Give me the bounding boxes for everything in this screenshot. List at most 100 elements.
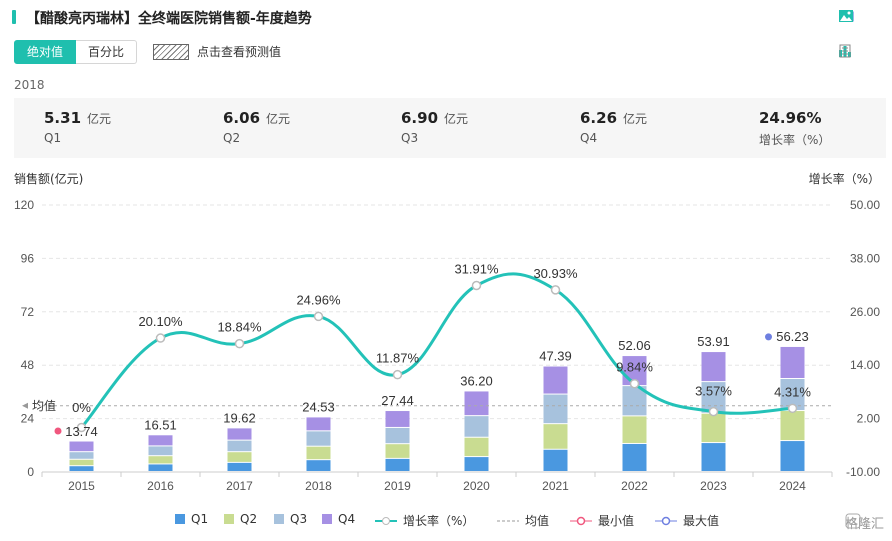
bar-q2 bbox=[306, 446, 331, 460]
bar-q3 bbox=[69, 452, 94, 459]
growth-point bbox=[234, 338, 245, 349]
growth-point bbox=[708, 406, 719, 417]
table-icon[interactable] bbox=[839, 44, 878, 60]
growth-label: 4.31% bbox=[774, 384, 811, 399]
left-tick-label: 72 bbox=[21, 305, 35, 319]
image-icon[interactable] bbox=[839, 8, 880, 24]
bar-q1 bbox=[780, 441, 805, 471]
right-tick-label: 38.00 bbox=[850, 251, 880, 265]
legend-mean-swatch bbox=[497, 516, 519, 526]
bar-q1 bbox=[543, 449, 568, 471]
bar-q4 bbox=[306, 417, 331, 431]
total-label: 56.23 bbox=[776, 329, 809, 344]
tab-percentage[interactable]: 百分比 bbox=[76, 40, 138, 64]
summary-q4-value: 6.26 bbox=[580, 109, 618, 127]
total-label: 16.51 bbox=[144, 417, 177, 432]
summary-q2-value: 6.06 bbox=[223, 109, 261, 127]
bar-q2 bbox=[148, 456, 173, 464]
right-axis-title: 增长率（%） bbox=[808, 172, 880, 186]
legend-min-label: 最小值 bbox=[598, 514, 635, 528]
legend-max[interactable]: 最大值 bbox=[655, 512, 719, 529]
x-tick-label: 2018 bbox=[305, 479, 332, 493]
x-tick-label: 2020 bbox=[463, 479, 490, 493]
forecast-toggle[interactable]: 点击查看预测值 bbox=[153, 43, 281, 60]
growth-label: 30.93% bbox=[533, 266, 578, 281]
left-tick-label: 96 bbox=[21, 251, 35, 265]
bar-q2 bbox=[780, 411, 805, 441]
legend-mean[interactable]: 均值 bbox=[497, 512, 549, 529]
bar-q2 bbox=[622, 416, 647, 443]
total-label: 19.62 bbox=[223, 410, 256, 425]
legend-growth-swatch bbox=[375, 516, 397, 526]
legend-q3[interactable]: Q3 bbox=[274, 512, 307, 526]
growth-point bbox=[155, 333, 166, 343]
bar-q4 bbox=[464, 391, 489, 416]
summary-q3-label: Q3 bbox=[401, 131, 419, 145]
bar-q4 bbox=[543, 366, 568, 394]
legend-q4-label: Q4 bbox=[338, 512, 356, 526]
x-tick-label: 2019 bbox=[384, 479, 411, 493]
legend-q3-swatch bbox=[274, 514, 284, 524]
total-label: 24.53 bbox=[302, 399, 335, 414]
bar-q2 bbox=[227, 452, 252, 462]
bar-q1 bbox=[464, 457, 489, 471]
watermark-logo-icon: G bbox=[845, 513, 861, 529]
bar-q3 bbox=[306, 431, 331, 446]
bar-q3 bbox=[148, 446, 173, 456]
legend-growth[interactable]: 增长率（%） bbox=[375, 512, 474, 529]
left-tick-label: 48 bbox=[21, 358, 35, 372]
summary-q1-value: 5.31 bbox=[44, 109, 82, 127]
legend-min[interactable]: 最小值 bbox=[570, 512, 634, 529]
bar-q1 bbox=[148, 464, 173, 471]
min-marker bbox=[54, 427, 62, 435]
bar-q2 bbox=[701, 413, 726, 443]
total-label: 13.74 bbox=[65, 424, 98, 439]
total-label: 36.20 bbox=[460, 373, 493, 388]
left-tick-label: 120 bbox=[14, 198, 34, 212]
bar-q1 bbox=[385, 458, 410, 471]
right-tick-label: 26.00 bbox=[850, 305, 880, 319]
legend-growth-label: 增长率（%） bbox=[403, 514, 475, 528]
export-icons: X bbox=[838, 8, 880, 24]
legend-q4[interactable]: Q4 bbox=[322, 512, 355, 526]
bar-q2 bbox=[543, 424, 568, 449]
legend-q2[interactable]: Q2 bbox=[224, 512, 257, 526]
summary-growth-value: 24.96% bbox=[759, 109, 822, 127]
x-tick-label: 2017 bbox=[226, 479, 253, 493]
bar-q4 bbox=[780, 346, 805, 378]
legend-q1-swatch bbox=[175, 514, 185, 524]
view-switch bbox=[838, 44, 878, 60]
summary-growth-label: 增长率（%） bbox=[759, 133, 831, 147]
bar-q4 bbox=[69, 441, 94, 452]
legend-max-label: 最大值 bbox=[683, 514, 720, 528]
bar-q1 bbox=[306, 460, 331, 471]
summary-q2-unit: 亿元 bbox=[266, 112, 291, 126]
max-marker bbox=[765, 333, 772, 341]
legend-q3-label: Q3 bbox=[290, 512, 308, 526]
x-tick-label: 2022 bbox=[621, 479, 648, 493]
growth-point bbox=[76, 422, 87, 433]
growth-label: 11.87% bbox=[376, 351, 420, 366]
x-tick-label: 2021 bbox=[542, 479, 569, 493]
tab-absolute[interactable]: 绝对值 bbox=[14, 40, 77, 64]
summary-q3-unit: 亿元 bbox=[444, 112, 469, 126]
total-label: 27.44 bbox=[381, 393, 414, 408]
left-tick-label: 24 bbox=[21, 412, 35, 426]
growth-label: 20.10% bbox=[138, 314, 183, 329]
summary-growth: 24.96% 增长率（%） bbox=[759, 109, 830, 148]
x-tick-label: 2023 bbox=[700, 479, 727, 493]
right-tick-label: -10.00 bbox=[846, 465, 880, 479]
bar-q4 bbox=[385, 411, 410, 427]
growth-point bbox=[787, 403, 798, 414]
bar-q2 bbox=[464, 437, 489, 457]
bar-q2 bbox=[69, 459, 94, 466]
growth-label: 0% bbox=[72, 400, 91, 415]
legend-q1[interactable]: Q1 bbox=[175, 512, 208, 526]
x-tick-label: 2016 bbox=[147, 479, 174, 493]
summary-year: 2018 bbox=[14, 78, 45, 92]
right-tick-label: 2.00 bbox=[857, 412, 881, 426]
mean-label: 均值 bbox=[32, 398, 56, 413]
summary-q1: 5.31 亿元 Q1 bbox=[44, 109, 111, 145]
left-axis-title: 销售额(亿元) bbox=[14, 172, 84, 186]
total-label: 52.06 bbox=[618, 338, 651, 353]
